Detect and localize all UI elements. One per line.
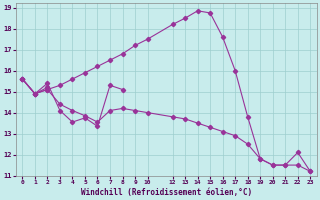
X-axis label: Windchill (Refroidissement éolien,°C): Windchill (Refroidissement éolien,°C): [81, 188, 252, 197]
